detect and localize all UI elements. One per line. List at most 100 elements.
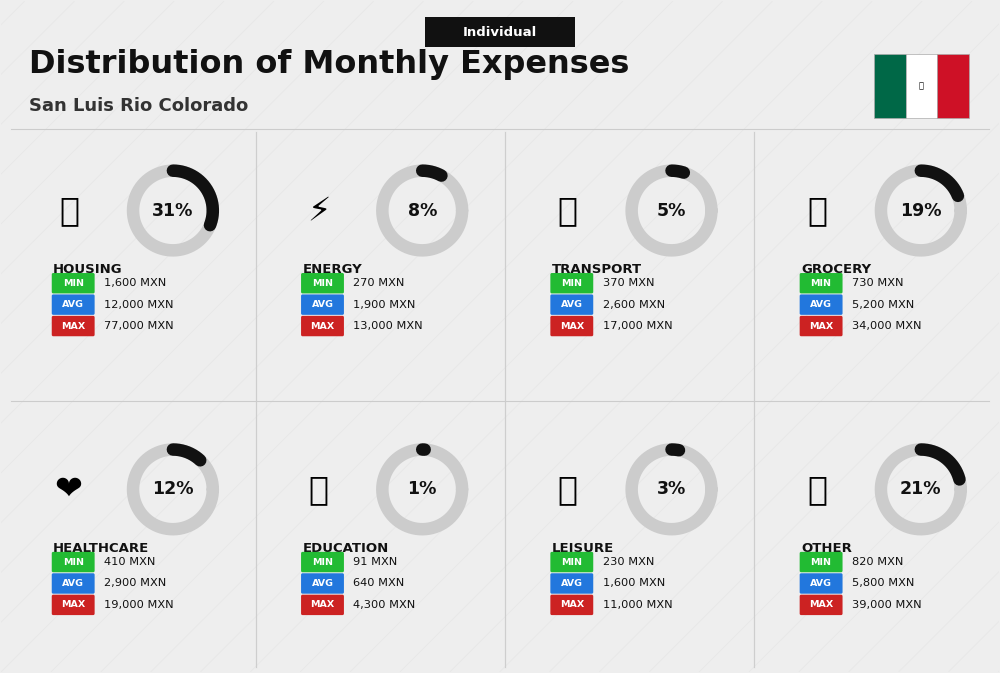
Text: MAX: MAX — [61, 322, 85, 330]
FancyBboxPatch shape — [937, 54, 969, 118]
Text: LEISURE: LEISURE — [552, 542, 614, 555]
FancyBboxPatch shape — [550, 573, 593, 594]
FancyBboxPatch shape — [550, 273, 593, 293]
Text: MAX: MAX — [809, 600, 833, 609]
Text: MIN: MIN — [811, 557, 832, 567]
Text: 🏢: 🏢 — [59, 194, 79, 227]
FancyBboxPatch shape — [800, 573, 843, 594]
Text: 640 MXN: 640 MXN — [353, 579, 405, 588]
Text: 410 MXN: 410 MXN — [104, 557, 155, 567]
FancyBboxPatch shape — [800, 552, 843, 572]
FancyBboxPatch shape — [550, 316, 593, 336]
Text: MIN: MIN — [811, 279, 832, 288]
Text: 77,000 MXN: 77,000 MXN — [104, 321, 174, 331]
Text: AVG: AVG — [62, 579, 84, 588]
Text: AVG: AVG — [810, 579, 832, 588]
Text: MAX: MAX — [310, 322, 335, 330]
Text: AVG: AVG — [810, 300, 832, 309]
Text: OTHER: OTHER — [801, 542, 852, 555]
Text: 🛒: 🛒 — [807, 194, 827, 227]
Text: 730 MXN: 730 MXN — [852, 278, 904, 288]
Text: ⚡: ⚡ — [307, 194, 330, 227]
Text: 12%: 12% — [152, 481, 194, 499]
FancyBboxPatch shape — [301, 595, 344, 615]
FancyBboxPatch shape — [800, 294, 843, 315]
Text: EDUCATION: EDUCATION — [303, 542, 389, 555]
Text: MIN: MIN — [63, 557, 84, 567]
Text: 5%: 5% — [657, 201, 686, 219]
Text: 1,600 MXN: 1,600 MXN — [603, 579, 665, 588]
Text: AVG: AVG — [62, 300, 84, 309]
Text: 8%: 8% — [408, 201, 437, 219]
Text: MAX: MAX — [310, 600, 335, 609]
FancyBboxPatch shape — [550, 595, 593, 615]
Text: MAX: MAX — [61, 600, 85, 609]
Text: 5,200 MXN: 5,200 MXN — [852, 299, 914, 310]
Text: AVG: AVG — [561, 579, 583, 588]
Text: MAX: MAX — [809, 322, 833, 330]
FancyBboxPatch shape — [301, 273, 344, 293]
FancyBboxPatch shape — [52, 273, 95, 293]
FancyBboxPatch shape — [874, 54, 906, 118]
Text: 91 MXN: 91 MXN — [353, 557, 398, 567]
FancyBboxPatch shape — [301, 316, 344, 336]
FancyBboxPatch shape — [800, 273, 843, 293]
Text: 31%: 31% — [152, 201, 194, 219]
Text: 5,800 MXN: 5,800 MXN — [852, 579, 914, 588]
Text: 230 MXN: 230 MXN — [603, 557, 654, 567]
Text: MAX: MAX — [560, 322, 584, 330]
FancyBboxPatch shape — [52, 573, 95, 594]
Text: Individual: Individual — [463, 26, 537, 39]
Text: 2,900 MXN: 2,900 MXN — [104, 579, 166, 588]
FancyBboxPatch shape — [52, 316, 95, 336]
Text: 🎓: 🎓 — [309, 473, 329, 506]
Text: 💰: 💰 — [807, 473, 827, 506]
Text: 4,300 MXN: 4,300 MXN — [353, 600, 416, 610]
FancyBboxPatch shape — [550, 294, 593, 315]
Text: San Luis Rio Colorado: San Luis Rio Colorado — [29, 97, 249, 115]
Text: MIN: MIN — [312, 279, 333, 288]
Text: MIN: MIN — [312, 557, 333, 567]
Text: 39,000 MXN: 39,000 MXN — [852, 600, 922, 610]
FancyBboxPatch shape — [800, 595, 843, 615]
Text: 370 MXN: 370 MXN — [603, 278, 654, 288]
Text: Distribution of Monthly Expenses: Distribution of Monthly Expenses — [29, 48, 630, 79]
FancyBboxPatch shape — [800, 316, 843, 336]
Text: AVG: AVG — [311, 579, 333, 588]
FancyBboxPatch shape — [301, 552, 344, 572]
FancyBboxPatch shape — [425, 17, 575, 47]
Text: 2,600 MXN: 2,600 MXN — [603, 299, 665, 310]
Text: 🛍️: 🛍️ — [558, 473, 578, 506]
Text: ❤️: ❤️ — [55, 473, 83, 506]
Text: AVG: AVG — [561, 300, 583, 309]
Text: 13,000 MXN: 13,000 MXN — [353, 321, 423, 331]
Text: GROCERY: GROCERY — [801, 263, 871, 277]
FancyBboxPatch shape — [52, 552, 95, 572]
FancyBboxPatch shape — [550, 552, 593, 572]
Text: HOUSING: HOUSING — [53, 263, 123, 277]
Text: MIN: MIN — [561, 279, 582, 288]
Text: 34,000 MXN: 34,000 MXN — [852, 321, 922, 331]
Text: 12,000 MXN: 12,000 MXN — [104, 299, 174, 310]
Text: 19,000 MXN: 19,000 MXN — [104, 600, 174, 610]
Text: 🚌: 🚌 — [558, 194, 578, 227]
Text: MIN: MIN — [561, 557, 582, 567]
Text: 270 MXN: 270 MXN — [353, 278, 405, 288]
Text: HEALTHCARE: HEALTHCARE — [53, 542, 149, 555]
Text: 11,000 MXN: 11,000 MXN — [603, 600, 672, 610]
Text: 3%: 3% — [657, 481, 686, 499]
Text: 1,900 MXN: 1,900 MXN — [353, 299, 416, 310]
Text: TRANSPORT: TRANSPORT — [552, 263, 642, 277]
Text: ENERGY: ENERGY — [303, 263, 362, 277]
FancyBboxPatch shape — [52, 294, 95, 315]
Text: 1,600 MXN: 1,600 MXN — [104, 278, 166, 288]
Text: MIN: MIN — [63, 279, 84, 288]
Text: 1%: 1% — [408, 481, 437, 499]
FancyBboxPatch shape — [52, 595, 95, 615]
Text: MAX: MAX — [560, 600, 584, 609]
Text: 17,000 MXN: 17,000 MXN — [603, 321, 672, 331]
Text: AVG: AVG — [311, 300, 333, 309]
Text: 820 MXN: 820 MXN — [852, 557, 903, 567]
Text: 19%: 19% — [900, 201, 942, 219]
FancyBboxPatch shape — [906, 54, 937, 118]
